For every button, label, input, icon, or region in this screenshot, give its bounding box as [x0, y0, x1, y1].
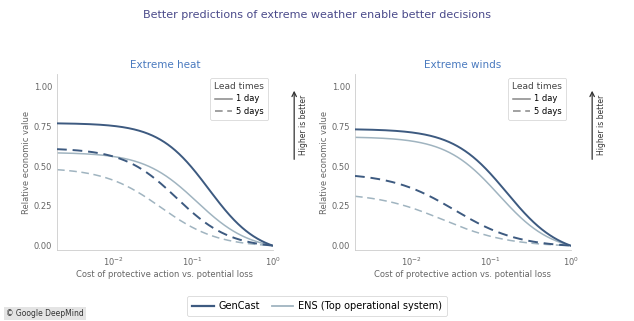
Legend: 1 day, 5 days: 1 day, 5 days — [210, 78, 268, 120]
Text: Higher is better: Higher is better — [299, 95, 308, 155]
Y-axis label: Relative economic value: Relative economic value — [22, 110, 31, 214]
Text: Higher is better: Higher is better — [597, 95, 606, 155]
Text: Better predictions of extreme weather enable better decisions: Better predictions of extreme weather en… — [143, 10, 491, 20]
Legend: 1 day, 5 days: 1 day, 5 days — [508, 78, 566, 120]
Y-axis label: Relative economic value: Relative economic value — [320, 110, 329, 214]
Title: Extreme winds: Extreme winds — [424, 60, 501, 70]
Title: Extreme heat: Extreme heat — [129, 60, 200, 70]
X-axis label: Cost of protective action vs. potential loss: Cost of protective action vs. potential … — [374, 270, 552, 279]
X-axis label: Cost of protective action vs. potential loss: Cost of protective action vs. potential … — [76, 270, 254, 279]
Text: © Google DeepMind: © Google DeepMind — [6, 309, 84, 318]
Legend: GenCast, ENS (Top operational system): GenCast, ENS (Top operational system) — [187, 296, 447, 316]
